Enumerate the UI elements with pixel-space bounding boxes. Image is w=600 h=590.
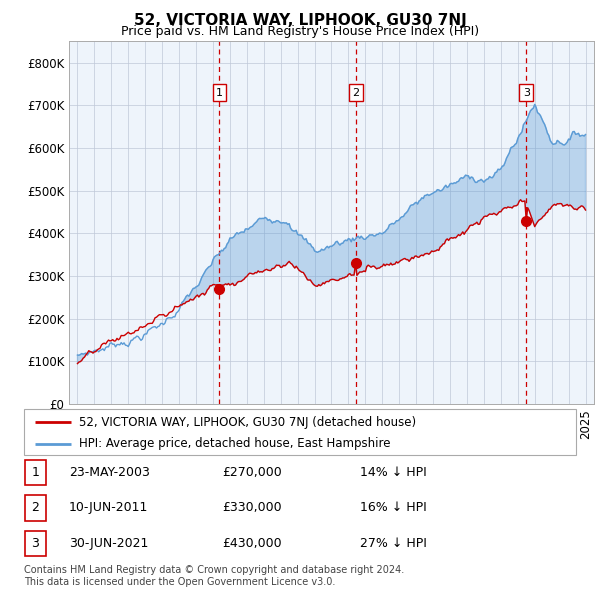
Text: 2: 2 [352, 87, 359, 97]
Text: 30-JUN-2021: 30-JUN-2021 [69, 537, 148, 550]
Text: 1: 1 [216, 87, 223, 97]
Text: Contains HM Land Registry data © Crown copyright and database right 2024.
This d: Contains HM Land Registry data © Crown c… [24, 565, 404, 587]
Text: 27% ↓ HPI: 27% ↓ HPI [360, 537, 427, 550]
Text: 1: 1 [31, 466, 40, 479]
Text: 2: 2 [31, 502, 40, 514]
Text: £330,000: £330,000 [222, 502, 281, 514]
Text: £270,000: £270,000 [222, 466, 282, 479]
Text: 52, VICTORIA WAY, LIPHOOK, GU30 7NJ (detached house): 52, VICTORIA WAY, LIPHOOK, GU30 7NJ (det… [79, 416, 416, 429]
Text: 3: 3 [31, 537, 40, 550]
Text: 52, VICTORIA WAY, LIPHOOK, GU30 7NJ: 52, VICTORIA WAY, LIPHOOK, GU30 7NJ [134, 13, 466, 28]
Text: £430,000: £430,000 [222, 537, 281, 550]
Text: 23-MAY-2003: 23-MAY-2003 [69, 466, 150, 479]
Text: 16% ↓ HPI: 16% ↓ HPI [360, 502, 427, 514]
Text: HPI: Average price, detached house, East Hampshire: HPI: Average price, detached house, East… [79, 437, 391, 451]
Text: Price paid vs. HM Land Registry's House Price Index (HPI): Price paid vs. HM Land Registry's House … [121, 25, 479, 38]
Text: 14% ↓ HPI: 14% ↓ HPI [360, 466, 427, 479]
Text: 10-JUN-2011: 10-JUN-2011 [69, 502, 148, 514]
Text: 3: 3 [523, 87, 530, 97]
